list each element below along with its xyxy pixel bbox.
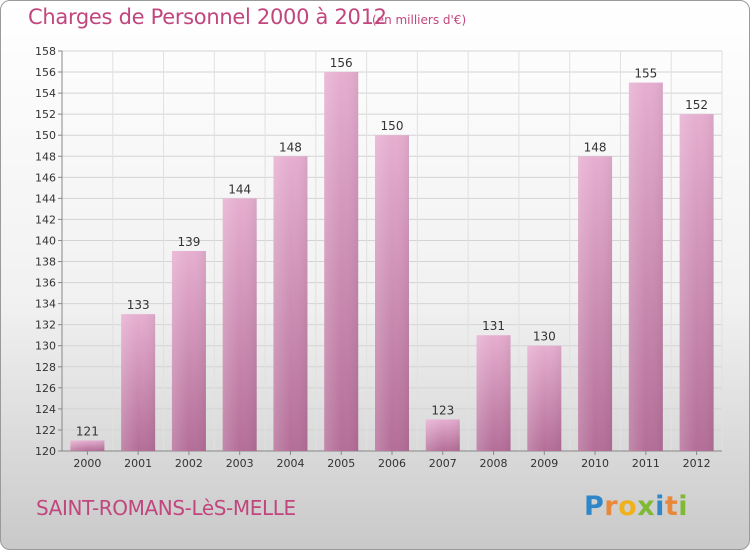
- y-tick-label: 158: [35, 45, 56, 58]
- y-tick-label: 128: [35, 361, 56, 374]
- bar-value-label: 144: [228, 182, 251, 196]
- bar-value-label: 133: [127, 298, 150, 312]
- brand-logo-letter: P: [584, 491, 605, 522]
- y-tick-label: 156: [35, 66, 56, 79]
- y-tick-label: 140: [35, 234, 56, 247]
- y-tick-label: 134: [35, 298, 56, 311]
- brand-logo-letter: i: [678, 491, 689, 522]
- y-tick-label: 136: [35, 277, 56, 290]
- labels: 120 122 124 126 128 130 132 134 136 138 140 142 144 1…: [35, 45, 711, 470]
- bar-shade: [476, 335, 511, 451]
- y-tick-label: 150: [35, 129, 56, 142]
- bar-shade: [679, 114, 714, 451]
- brand-logo-letter: i: [655, 491, 665, 522]
- y-tick-label: 132: [35, 319, 56, 332]
- bar-value-label: 150: [381, 119, 404, 133]
- bar-shade: [628, 82, 663, 451]
- bar-shade: [375, 135, 409, 452]
- x-tick-label: 2012: [683, 457, 711, 470]
- bar-shade: [324, 72, 359, 451]
- y-tick-label: 126: [35, 382, 56, 395]
- x-tick-label: 2001: [124, 457, 152, 470]
- bar-shade: [222, 198, 257, 451]
- y-tick-label: 146: [35, 171, 56, 184]
- bar-shade: [425, 419, 460, 451]
- y-tick-label: 154: [35, 87, 56, 100]
- bar-shade: [171, 251, 206, 451]
- bar-value-label: 121: [76, 424, 99, 438]
- x-tick-label: 2002: [175, 457, 203, 470]
- y-tick-label: 152: [35, 108, 56, 121]
- x-tick-label: 2010: [581, 457, 609, 470]
- y-tick-label: 122: [35, 424, 56, 437]
- bar-value-label: 148: [584, 140, 607, 154]
- x-tick-label: 2004: [276, 457, 304, 470]
- x-tick-label: 2006: [378, 457, 406, 470]
- x-tick-label: 2003: [226, 457, 254, 470]
- brand-logo-letter: x: [637, 491, 656, 522]
- y-tick-label: 124: [35, 403, 56, 416]
- chart-title: Charges de Personnel 2000 à 2012: [28, 5, 387, 29]
- chart-unit-note: (en milliers d'€): [372, 13, 467, 27]
- x-tick-label: 2005: [327, 457, 355, 470]
- x-tick-label: 2008: [480, 457, 508, 470]
- x-tick-label: 2007: [429, 457, 457, 470]
- brand-logo-letter: r: [604, 491, 619, 522]
- bar-value-label: 148: [279, 140, 302, 154]
- x-tick-label: 2000: [73, 457, 101, 470]
- y-tick-label: 148: [35, 150, 56, 163]
- bar-value-label: 155: [634, 67, 657, 81]
- bar-shade: [273, 156, 308, 451]
- bar-value-label: 152: [685, 98, 708, 112]
- bar-value-label: 131: [482, 319, 505, 333]
- y-tick-label: 144: [35, 192, 56, 205]
- y-tick-label: 138: [35, 256, 56, 269]
- bar-value-label: 156: [330, 56, 353, 70]
- bar-shade: [121, 314, 156, 451]
- y-tick-label: 130: [35, 340, 56, 353]
- bars: [70, 72, 714, 452]
- brand-logo: Proxiti: [584, 491, 688, 522]
- brand-logo-letter: t: [664, 491, 679, 522]
- bar-value-label: 123: [431, 403, 454, 417]
- bar-shade: [70, 440, 105, 451]
- bar-shade: [578, 156, 613, 451]
- bar-value-label: 139: [177, 235, 200, 249]
- brand-logo-letter: o: [618, 491, 638, 522]
- bar-shade: [527, 345, 562, 451]
- x-tick-label: 2009: [530, 457, 558, 470]
- commune-name: SAINT-ROMANS-LèS-MELLE: [36, 496, 296, 520]
- y-tick-label: 142: [35, 213, 56, 226]
- x-tick-label: 2011: [632, 457, 660, 470]
- bar-value-label: 130: [533, 330, 556, 344]
- y-tick-label: 120: [35, 445, 56, 458]
